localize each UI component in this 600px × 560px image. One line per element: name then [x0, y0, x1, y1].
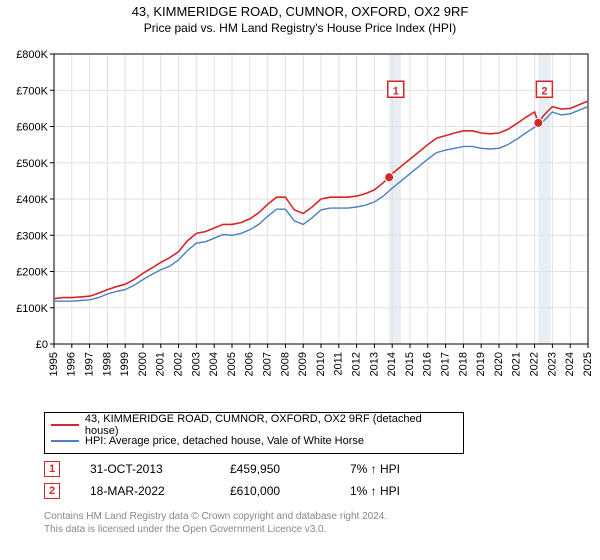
- chart-titles: 43, KIMMERIDGE ROAD, CUMNOR, OXFORD, OX2…: [0, 0, 600, 35]
- line-chart-svg: £0 £100K £200K £300K £400K £500K £600K £700K £80…: [0, 44, 600, 404]
- svg-text:1999: 1999: [119, 352, 131, 376]
- footer-attribution: Contains HM Land Registry data © Crown c…: [44, 510, 387, 536]
- svg-text:2022: 2022: [529, 352, 541, 376]
- svg-text:2006: 2006: [244, 352, 256, 376]
- svg-text:£0: £0: [36, 339, 48, 351]
- svg-text:2012: 2012: [351, 352, 363, 376]
- legend-swatch: [51, 440, 79, 442]
- svg-text:2008: 2008: [279, 352, 291, 376]
- svg-text:2: 2: [541, 85, 547, 97]
- sale-marker-box: 1: [44, 461, 60, 477]
- svg-text:£500K: £500K: [16, 158, 48, 170]
- svg-text:2021: 2021: [511, 352, 523, 376]
- svg-text:£200K: £200K: [16, 267, 48, 279]
- sale-row: 2 18-MAR-2022 £610,000 1% ↑ HPI: [44, 480, 440, 502]
- legend-item-property: 43, KIMMERIDGE ROAD, CUMNOR, OXFORD, OX2…: [51, 417, 457, 433]
- legend-box: 43, KIMMERIDGE ROAD, CUMNOR, OXFORD, OX2…: [44, 412, 464, 454]
- svg-text:1996: 1996: [66, 352, 78, 376]
- svg-text:2025: 2025: [582, 352, 594, 376]
- svg-text:1: 1: [393, 85, 399, 97]
- svg-text:£700K: £700K: [16, 85, 48, 97]
- svg-text:2019: 2019: [475, 352, 487, 376]
- svg-text:2001: 2001: [155, 352, 167, 376]
- svg-text:2018: 2018: [457, 352, 469, 376]
- svg-text:2024: 2024: [564, 352, 576, 376]
- legend-swatch: [51, 424, 79, 426]
- svg-text:2007: 2007: [262, 352, 274, 376]
- svg-text:2005: 2005: [226, 352, 238, 376]
- sale-date: 18-MAR-2022: [90, 484, 200, 498]
- sale-price: £610,000: [230, 484, 320, 498]
- svg-text:1997: 1997: [84, 352, 96, 376]
- svg-text:£600K: £600K: [16, 122, 48, 134]
- svg-text:£300K: £300K: [16, 230, 48, 242]
- svg-text:2014: 2014: [386, 352, 398, 376]
- svg-text:2004: 2004: [208, 352, 220, 376]
- svg-text:2000: 2000: [137, 352, 149, 376]
- sale-date: 31-OCT-2013: [90, 462, 200, 476]
- svg-text:2013: 2013: [368, 352, 380, 376]
- svg-text:2002: 2002: [173, 352, 185, 376]
- title-sub: Price paid vs. HM Land Registry's House …: [0, 21, 600, 35]
- svg-text:2020: 2020: [493, 352, 505, 376]
- footer-line-1: Contains HM Land Registry data © Crown c…: [44, 510, 387, 523]
- sale-price: £459,950: [230, 462, 320, 476]
- legend-label: HPI: Average price, detached house, Vale…: [85, 435, 364, 447]
- svg-text:£400K: £400K: [16, 194, 48, 206]
- sales-table: 1 31-OCT-2013 £459,950 7% ↑ HPI 2 18-MAR…: [44, 458, 440, 502]
- chart-area: £0 £100K £200K £300K £400K £500K £600K £700K £80…: [0, 44, 600, 404]
- svg-text:1995: 1995: [48, 352, 60, 376]
- sale-hpi: 7% ↑ HPI: [350, 462, 440, 476]
- svg-text:2009: 2009: [297, 352, 309, 376]
- svg-text:2003: 2003: [190, 352, 202, 376]
- svg-text:£100K: £100K: [16, 303, 48, 315]
- legend-label: 43, KIMMERIDGE ROAD, CUMNOR, OXFORD, OX2…: [85, 413, 457, 437]
- svg-text:£800K: £800K: [16, 49, 48, 61]
- svg-text:2017: 2017: [440, 352, 452, 376]
- sale-row: 1 31-OCT-2013 £459,950 7% ↑ HPI: [44, 458, 440, 480]
- svg-text:2010: 2010: [315, 352, 327, 376]
- footer-line-2: This data is licensed under the Open Gov…: [44, 523, 387, 536]
- sale-hpi: 1% ↑ HPI: [350, 484, 440, 498]
- svg-text:2015: 2015: [404, 352, 416, 376]
- svg-text:2011: 2011: [333, 352, 345, 376]
- svg-text:1998: 1998: [101, 352, 113, 376]
- svg-text:2016: 2016: [422, 352, 434, 376]
- title-main: 43, KIMMERIDGE ROAD, CUMNOR, OXFORD, OX2…: [0, 4, 600, 19]
- svg-text:2023: 2023: [546, 352, 558, 376]
- sale-marker-box: 2: [44, 483, 60, 499]
